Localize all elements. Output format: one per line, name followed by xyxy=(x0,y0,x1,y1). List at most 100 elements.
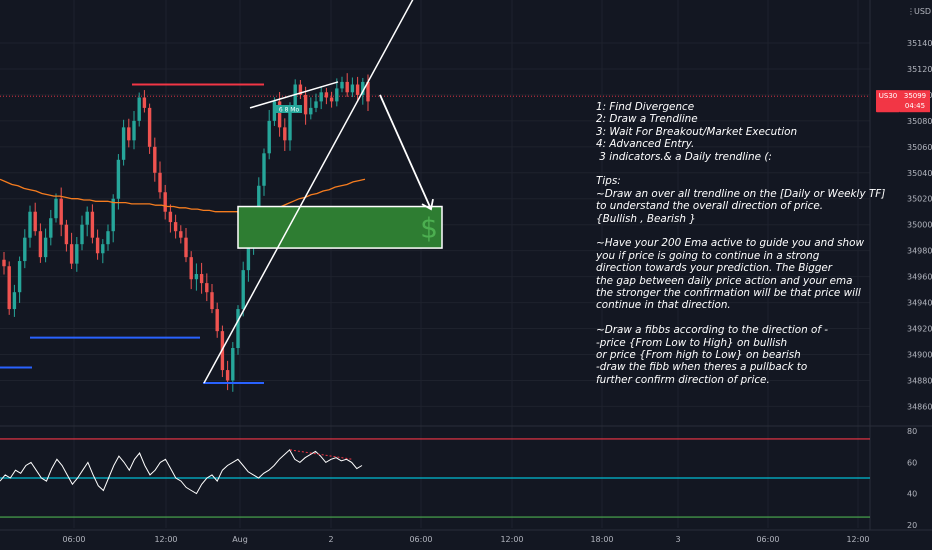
current-price-text: 35099 xyxy=(904,92,926,100)
candle-body xyxy=(153,146,157,173)
candle-body xyxy=(267,120,271,154)
divergence-line xyxy=(249,81,339,109)
rsi-axis-label: 20 xyxy=(907,521,917,530)
time-axis-label: 12:00 xyxy=(154,535,177,544)
note-line: 1: Find Divergence xyxy=(596,101,695,113)
candle-body xyxy=(199,274,204,284)
price-axis-label: 34900 xyxy=(907,351,932,360)
candle-body xyxy=(2,259,6,267)
candle-body xyxy=(7,266,11,310)
note-line: 3 indicators.& a Daily trendline (: xyxy=(596,150,772,163)
candle-body xyxy=(194,274,199,280)
candle-body xyxy=(288,107,292,141)
candle-body xyxy=(319,92,323,102)
note-line: -price {From Low to High} on bullish xyxy=(596,336,788,349)
candle-body xyxy=(95,237,100,254)
candle-body xyxy=(241,270,245,310)
note-line: 3: Wait For Breakout/Market Execution xyxy=(596,125,798,138)
candle-body xyxy=(111,198,115,232)
candle-body xyxy=(335,88,339,102)
candle-body xyxy=(142,97,147,108)
candle-body xyxy=(121,127,126,160)
candle-body xyxy=(298,84,303,95)
candle-body xyxy=(12,292,17,310)
candle-body xyxy=(116,159,121,199)
candle-body xyxy=(277,101,282,128)
symbol-tag-text: US30 xyxy=(879,92,897,100)
rsi-axis-label: 40 xyxy=(907,490,917,499)
note-line: or price {From high to Low} on bearish xyxy=(596,349,801,362)
candle-body xyxy=(80,224,84,245)
price-axis-label: 34980 xyxy=(907,247,932,256)
candle-body xyxy=(101,244,105,254)
candle-body xyxy=(75,244,79,264)
candle-body xyxy=(132,120,136,141)
currency-label: USD xyxy=(914,7,931,16)
candle-body xyxy=(189,257,193,280)
candle-body xyxy=(329,97,334,102)
candle-body xyxy=(33,211,37,232)
target-zone xyxy=(237,205,443,249)
note-line: direction towards your prediction. The B… xyxy=(596,262,833,275)
candle-body xyxy=(23,237,27,262)
candle-body xyxy=(163,192,167,212)
candle-body xyxy=(127,127,131,141)
time-axis-label: 12:00 xyxy=(846,535,869,544)
menu-dots-icon: ⋮ xyxy=(907,7,915,16)
price-axis-label: 35140 xyxy=(907,39,932,48)
rsi-axis-label: 60 xyxy=(907,458,917,467)
candle-body xyxy=(283,127,287,141)
note-line: to understand the overall direction of p… xyxy=(596,200,824,213)
rsi-line xyxy=(0,449,363,495)
price-axis-label: 34920 xyxy=(907,325,932,334)
candle-body xyxy=(340,81,344,89)
candle-body xyxy=(314,101,318,108)
candle-body xyxy=(236,309,240,349)
candle-body xyxy=(366,81,370,102)
price-axis-label: 34960 xyxy=(907,273,932,282)
time-axis-label: Aug xyxy=(232,535,248,544)
note-line: further confirm direction of price. xyxy=(596,373,770,386)
candle-body xyxy=(262,153,266,186)
time-axis-label: 12:00 xyxy=(500,535,523,544)
candle-body xyxy=(54,198,58,219)
candle-body xyxy=(225,370,230,381)
candle-body xyxy=(158,172,162,193)
price-label-box xyxy=(900,90,930,113)
symbol-tag xyxy=(876,90,900,102)
dollar-sign-icon: $ xyxy=(420,211,438,244)
note-line: the gap between daily price action and y… xyxy=(596,274,853,287)
candle-body xyxy=(64,224,69,245)
note-line: ~Have your 200 Ema active to guide you a… xyxy=(596,237,864,250)
time-axis-label: 06:00 xyxy=(756,535,779,544)
candle-body xyxy=(361,81,365,95)
candle-body xyxy=(355,84,360,95)
candle-body xyxy=(147,107,152,147)
note-line: ~Draw a fibbs according to the direction… xyxy=(596,324,829,337)
price-axis-label: 35020 xyxy=(907,195,932,204)
candle-body xyxy=(246,244,251,271)
price-axis-label: 34940 xyxy=(907,299,932,308)
strategy-notes: 1: Find Divergence 2: Draw a Trendline 3: … xyxy=(596,101,886,386)
note-line: Tips: xyxy=(596,175,621,188)
note-line xyxy=(596,312,886,324)
signal-badge-text: 6 8 Mo xyxy=(279,107,300,114)
signal-badge xyxy=(276,105,302,113)
candle-body xyxy=(168,211,173,223)
note-line xyxy=(596,225,886,237)
note-line: 2: Draw a Trendline xyxy=(596,113,698,126)
candle-body xyxy=(69,244,74,264)
candle-body xyxy=(257,185,261,219)
candle-body xyxy=(59,198,63,225)
candle-body xyxy=(272,101,277,121)
projection-arrow xyxy=(379,94,432,210)
candle-body xyxy=(345,81,349,93)
note-line: continue in that direction. xyxy=(596,299,731,312)
candle-body xyxy=(28,211,32,238)
price-axis-label: 34880 xyxy=(907,376,932,385)
candle-body xyxy=(231,348,235,381)
candle-body xyxy=(179,231,183,238)
note-line: 4: Advanced Entry. xyxy=(596,138,695,151)
